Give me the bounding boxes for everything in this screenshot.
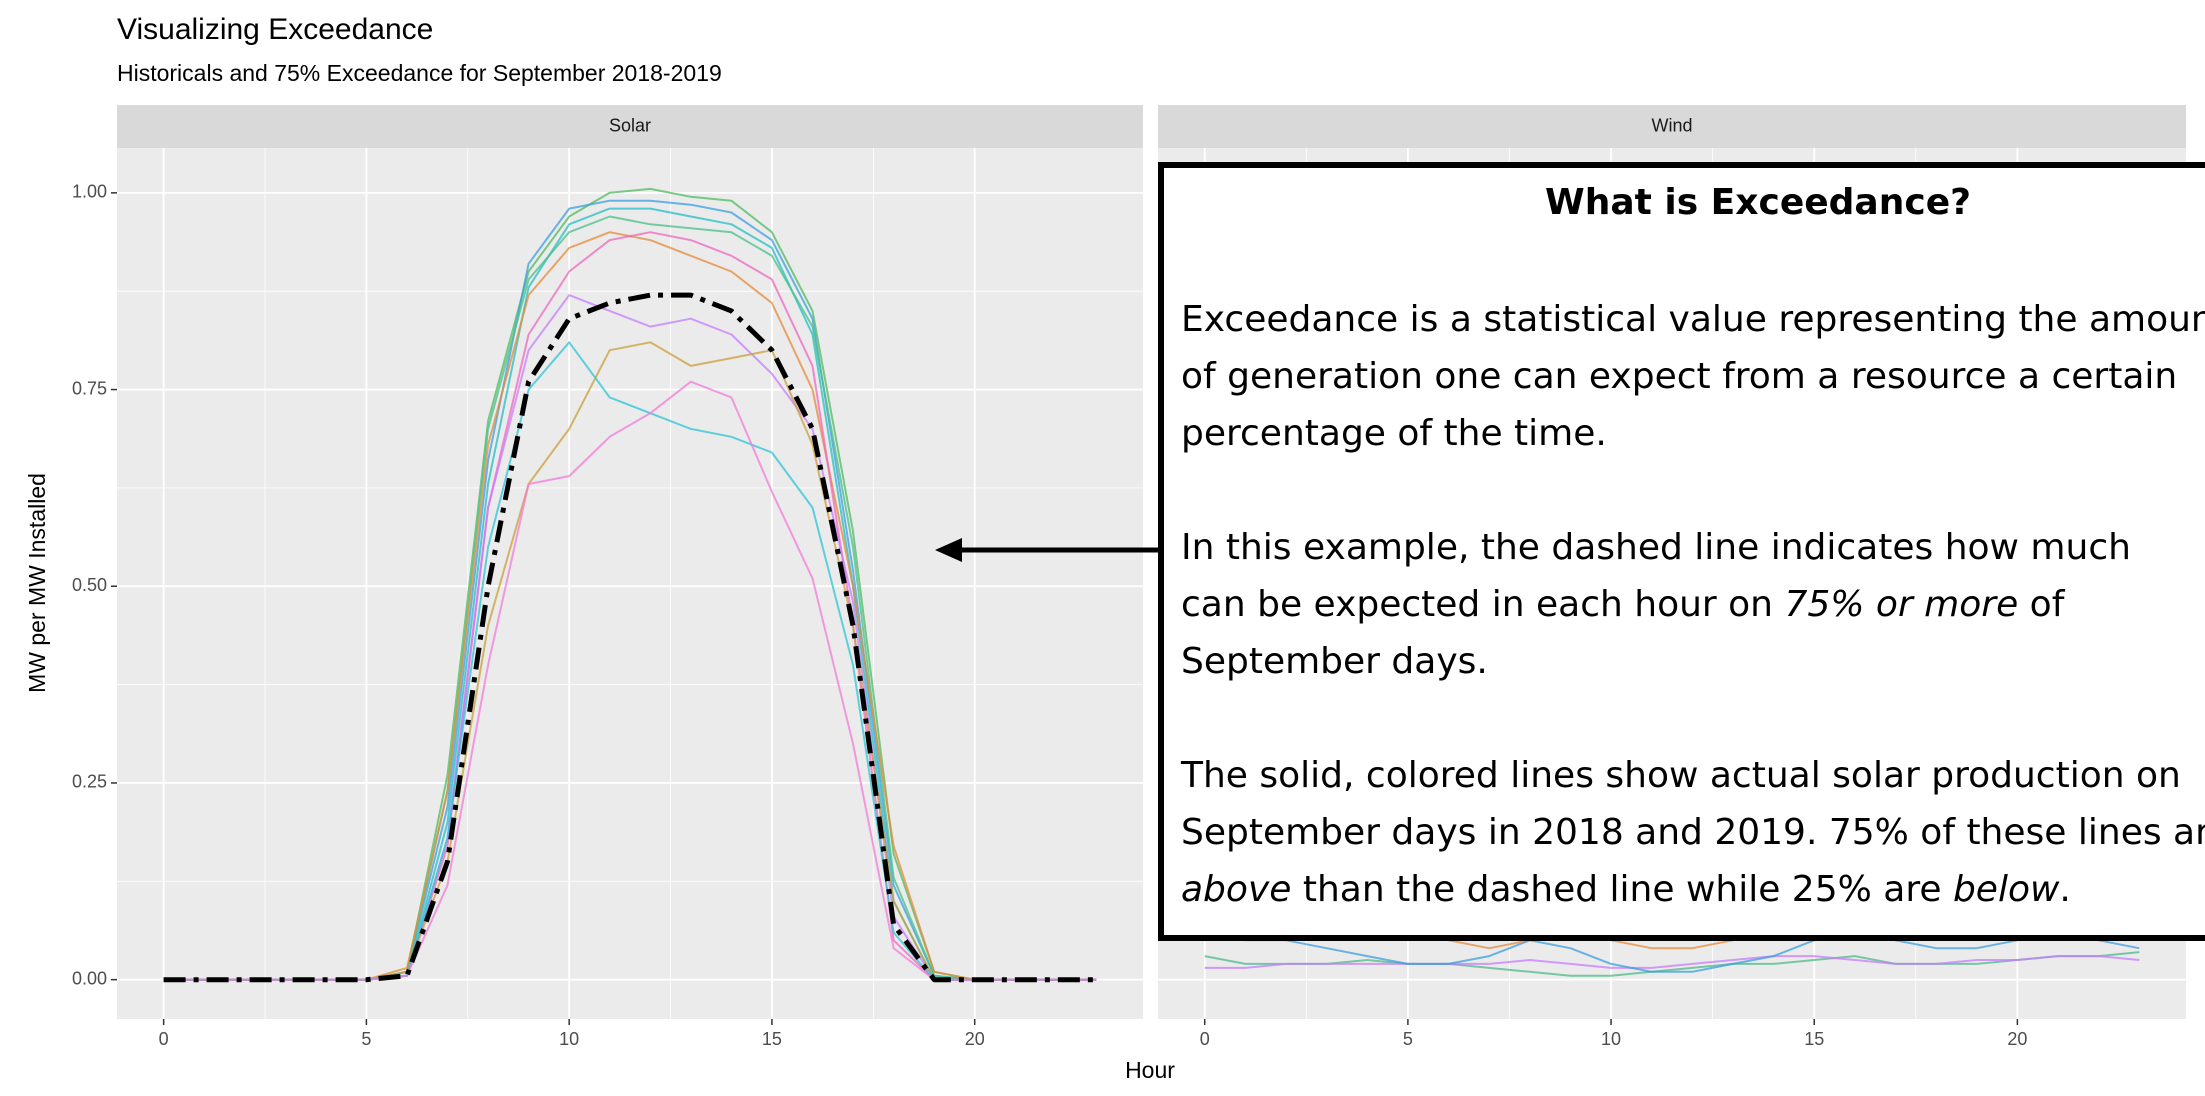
callout-box bbox=[1158, 162, 2205, 941]
facet-label: Solar bbox=[609, 115, 651, 135]
y-tick-label: 1.00 bbox=[72, 182, 107, 202]
callout-line: The solid, colored lines show actual sol… bbox=[1180, 755, 2181, 796]
panel: Solar 0.00 0.25 0.50 0.75 1.00 0 5 10 15 20 bbox=[72, 105, 1143, 1049]
x-tick-label: 5 bbox=[361, 1029, 371, 1049]
callout-text: of generation one can expect from a reso… bbox=[1181, 356, 2177, 397]
exceedance-line bbox=[163, 292, 1097, 983]
callout-line: can be expected in each hour on 75% or m… bbox=[1181, 584, 2066, 625]
callout-text: below bbox=[1953, 869, 2060, 910]
callout-text: September days. bbox=[1181, 641, 1488, 682]
callout-title: What is Exceedance? bbox=[1545, 182, 1971, 223]
y-tick-label: 0.50 bbox=[72, 575, 107, 595]
x-tick-label: 10 bbox=[559, 1029, 579, 1049]
facet-strip bbox=[117, 105, 1143, 148]
callout-line: In this example, the dashed line indicat… bbox=[1181, 527, 2131, 568]
x-tick-label: 0 bbox=[159, 1029, 169, 1049]
chart-title: Visualizing Exceedance bbox=[117, 13, 433, 46]
callout-text: Exceedance is a statistical value repres… bbox=[1181, 299, 2205, 340]
callout-line: September days in 2018 and 2019. 75% of … bbox=[1181, 812, 2205, 853]
series-line bbox=[1204, 951, 2140, 977]
arrow-head bbox=[935, 538, 962, 562]
panel-background bbox=[117, 148, 1143, 1019]
facet-strip bbox=[1158, 105, 2186, 148]
callout-line: of generation one can expect from a reso… bbox=[1181, 356, 2177, 397]
chart-subtitle: Historicals and 75% Exceedance for Septe… bbox=[117, 60, 722, 86]
facet-label: Wind bbox=[1651, 115, 1692, 135]
x-tick-label: 15 bbox=[1804, 1029, 1824, 1049]
y-axis-title: MW per MW Installed bbox=[24, 473, 50, 693]
x-tick-label: 15 bbox=[762, 1029, 782, 1049]
x-tick-label: 0 bbox=[1200, 1029, 1210, 1049]
callout-text: September days in 2018 and 2019. 75% of … bbox=[1181, 812, 2205, 853]
callout-text: percentage of the time. bbox=[1181, 413, 1607, 454]
callout-body: Exceedance is a statistical value repres… bbox=[1180, 299, 2205, 910]
callout-line: above than the dashed line while 25% are… bbox=[1181, 869, 2071, 910]
x-axis-title: Hour bbox=[1125, 1057, 1175, 1083]
callout-text: than the dashed line while 25% are bbox=[1291, 869, 1953, 910]
x-tick-label: 20 bbox=[965, 1029, 985, 1049]
callout-text: above bbox=[1181, 869, 1291, 910]
callout-text: The solid, colored lines show actual sol… bbox=[1180, 755, 2181, 796]
y-tick-label: 0.25 bbox=[72, 772, 107, 792]
callout-text: of bbox=[2018, 584, 2065, 625]
callout-text: can be expected in each hour on bbox=[1181, 584, 1784, 625]
callout-line: September days. bbox=[1181, 641, 1488, 682]
callout-text: 75% or more bbox=[1784, 584, 2018, 625]
callout-line: percentage of the time. bbox=[1181, 413, 1607, 454]
callout-text: . bbox=[2059, 869, 2070, 910]
callout: What is Exceedance? Exceedance is a stat… bbox=[935, 162, 2205, 941]
x-tick-label: 5 bbox=[1403, 1029, 1413, 1049]
callout-text: In this example, the dashed line indicat… bbox=[1181, 527, 2131, 568]
series-line bbox=[1204, 931, 2140, 973]
x-tick-label: 20 bbox=[2007, 1029, 2027, 1049]
y-tick-label: 0.75 bbox=[72, 378, 107, 398]
y-tick-label: 0.00 bbox=[72, 968, 107, 988]
callout-line: Exceedance is a statistical value repres… bbox=[1181, 299, 2205, 340]
series-line bbox=[1204, 955, 2140, 969]
x-tick-label: 10 bbox=[1601, 1029, 1621, 1049]
